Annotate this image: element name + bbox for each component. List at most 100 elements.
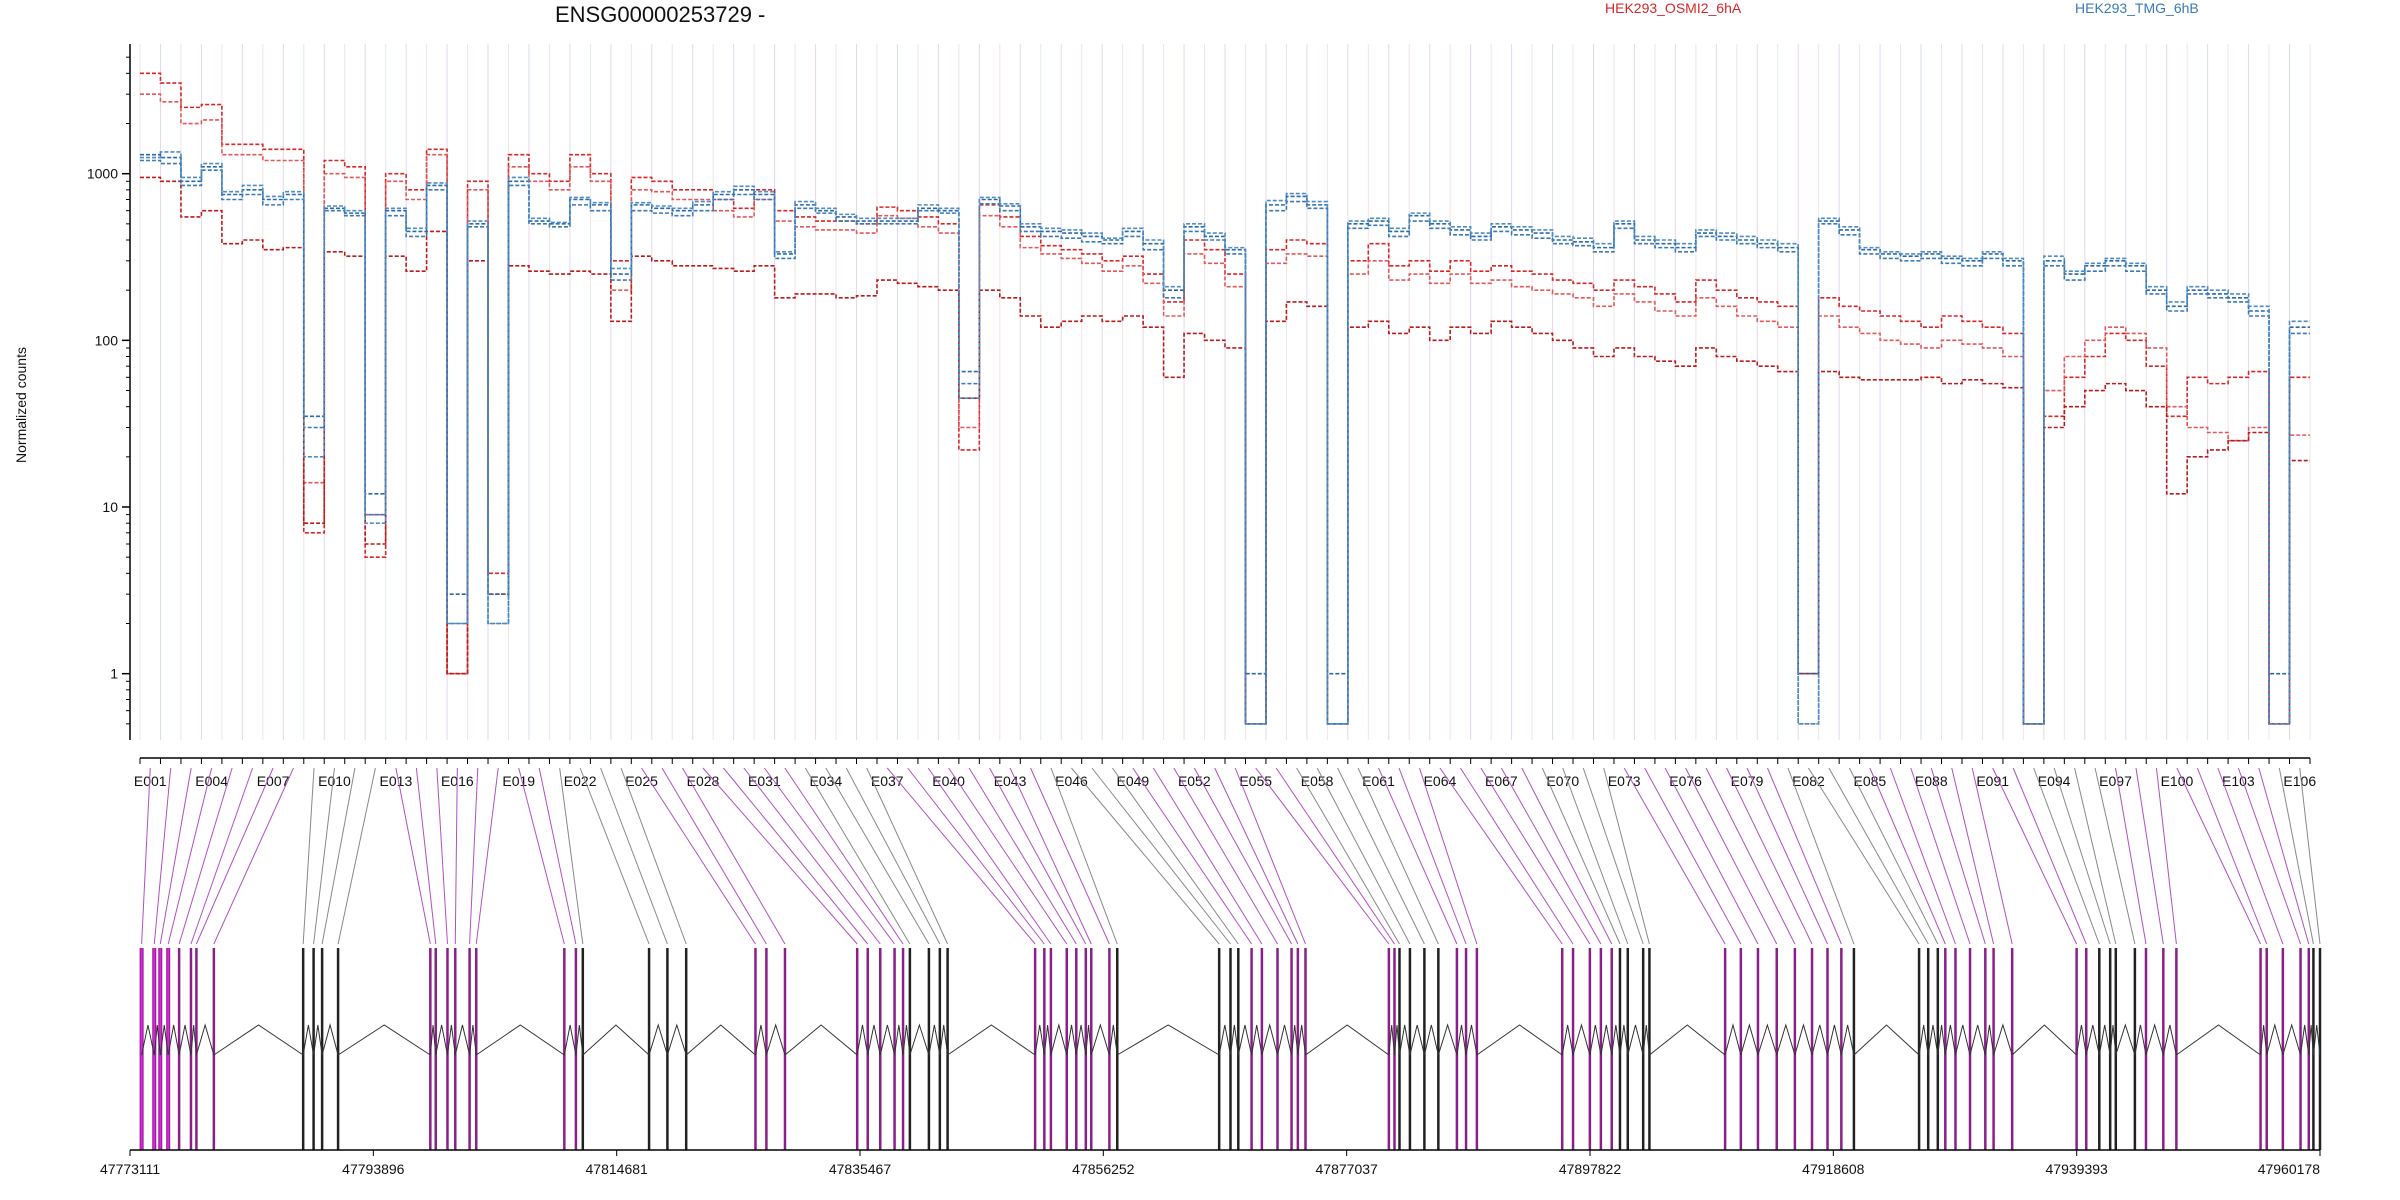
- exon-box: [2318, 948, 2322, 1150]
- exon-box: [2299, 948, 2302, 1150]
- intron-line: [454, 1024, 471, 1056]
- intron-line: [1927, 1024, 1939, 1056]
- intron-line: [1090, 1023, 1110, 1056]
- intron-line: [469, 1024, 477, 1056]
- intron-line: [2134, 1024, 2147, 1056]
- exon-connector: [1910, 767, 1971, 945]
- exon-tick-label: E106: [2283, 773, 2316, 789]
- exon-box: [1049, 948, 1053, 1150]
- exon-connector: [1480, 767, 1591, 945]
- exon-connector: [1685, 767, 1778, 945]
- exon-tick-label: E094: [2038, 773, 2071, 789]
- intron-line: [213, 1024, 304, 1056]
- exon-connector: [178, 767, 233, 945]
- intron-line: [1918, 1024, 1929, 1056]
- intron-line: [1969, 1024, 1986, 1056]
- exon-box: [1084, 948, 1088, 1150]
- exon-connector: [1500, 767, 1602, 945]
- exon-box: [1250, 948, 1253, 1150]
- intron-line: [685, 1024, 756, 1056]
- intron-line: [1297, 1024, 1306, 1056]
- exon-connector: [1378, 767, 1458, 945]
- exon-connector: [641, 767, 756, 945]
- exon-box: [1217, 948, 1221, 1150]
- intron-line: [648, 1023, 668, 1056]
- intron-line: [159, 1024, 169, 1056]
- exon-tick-label: E076: [1669, 773, 1702, 789]
- exon-connector: [927, 767, 1052, 945]
- exon-tick-label: E103: [2222, 773, 2255, 789]
- exon-connector: [469, 767, 479, 945]
- intron-line: [2162, 1024, 2177, 1056]
- genomic-tick-label: 47793896: [342, 1161, 405, 1177]
- exon-connector: [1173, 767, 1278, 945]
- intron-line: [1649, 1024, 1726, 1056]
- exon-box: [2144, 948, 2148, 1150]
- exon-connector: [337, 767, 376, 945]
- intron-line: [856, 1024, 869, 1056]
- exon-tick-label: E052: [1178, 773, 1211, 789]
- intron-line: [2011, 1024, 2077, 1056]
- intron-line: [2098, 1024, 2111, 1056]
- exon-connector: [866, 767, 949, 945]
- exon-box: [563, 948, 566, 1150]
- exon-connector: [1193, 767, 1292, 945]
- y-axis-label: Normalized counts: [13, 347, 29, 463]
- exon-tick-label: E061: [1362, 773, 1395, 789]
- exon-connector: [1439, 767, 1563, 945]
- intron-line: [1740, 1023, 1759, 1056]
- exon-connector: [1460, 767, 1574, 945]
- intron-line: [1305, 1024, 1390, 1056]
- exon-connector: [1255, 767, 1390, 945]
- exon-connector: [1275, 767, 1395, 945]
- exon-connector: [559, 767, 584, 945]
- intron-line: [2300, 1024, 2310, 1056]
- exon-box: [1723, 948, 1727, 1150]
- exon-box: [1775, 948, 1778, 1150]
- intron-line: [754, 1024, 767, 1056]
- exon-highlight: [140, 948, 143, 1150]
- exon-connector: [1582, 767, 1644, 945]
- intron-line: [1251, 1024, 1263, 1056]
- exon-connector: [1828, 767, 1929, 945]
- exon-box: [1387, 948, 1391, 1150]
- exon-box: [1237, 948, 1240, 1150]
- exon-box: [893, 948, 896, 1150]
- exon-tick-label: E073: [1608, 773, 1641, 789]
- exon-connector: [2053, 767, 2111, 945]
- intron-line: [167, 1024, 180, 1056]
- exon-box: [2281, 948, 2285, 1150]
- exon-connector: [845, 767, 941, 945]
- intron-line: [2109, 1024, 2117, 1056]
- exon-connector: [702, 767, 858, 945]
- intron-line: [1627, 1024, 1644, 1056]
- y-tick-label: 100: [95, 332, 119, 348]
- exon-tick-label: E022: [564, 773, 597, 789]
- exon-box: [1793, 948, 1797, 1150]
- exon-connector: [1603, 767, 1650, 945]
- exon-box: [1641, 948, 1645, 1150]
- exon-connector: [415, 767, 437, 945]
- intron-line: [1456, 1024, 1467, 1056]
- intron-line: [666, 1023, 687, 1056]
- genomic-axis: 47773111 47793896 47814681 47835467 47856252…: [100, 1149, 2321, 1177]
- legend-entry-tmg: HEK293_TMG_6hB: [2075, 0, 2199, 16]
- exon-connector: [784, 767, 904, 945]
- exon-connector: [2237, 767, 2302, 945]
- exon-box: [212, 948, 216, 1150]
- exon-connector: [1664, 767, 1759, 945]
- exon-box: [1304, 948, 1307, 1150]
- intron-line: [563, 1024, 577, 1056]
- exon-box: [1560, 948, 1564, 1150]
- exon-box: [1599, 948, 1603, 1150]
- exon-box: [1075, 948, 1078, 1150]
- intron-line: [1261, 1023, 1278, 1056]
- exon-tick-label: E046: [1055, 773, 1088, 789]
- exon-connector: [1705, 767, 1796, 945]
- exon-box: [908, 948, 912, 1150]
- exon-box: [1944, 948, 1947, 1150]
- exon-box: [301, 948, 305, 1150]
- intron-line: [2260, 1024, 2268, 1056]
- exon-tick-label: E004: [195, 773, 228, 789]
- intron-line: [1619, 1024, 1629, 1056]
